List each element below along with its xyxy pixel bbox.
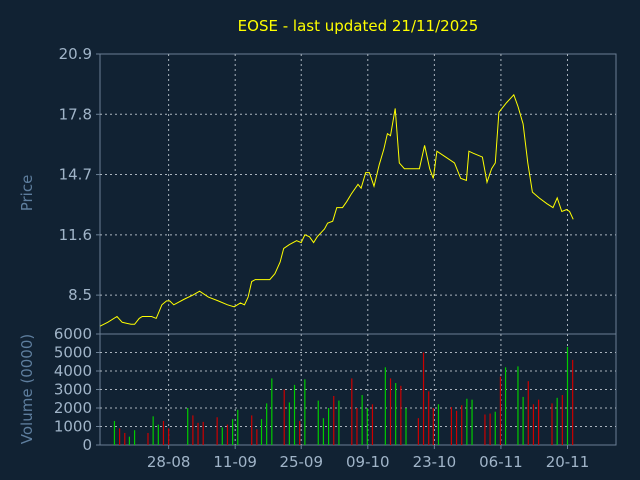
volume-tick-label: 4000 (54, 362, 92, 380)
price-panel-frame (99, 53, 617, 335)
volume-tick-label: 6000 (54, 325, 92, 343)
volume-tick-label: 1000 (54, 418, 92, 436)
volume-axis-label: Volume (0000) (18, 334, 36, 444)
price-panel: 20.9 17.8 14.7 11.6 8.5 Price (18, 45, 617, 335)
date-tick-label: 09-10 (346, 453, 390, 471)
price-grid (100, 54, 616, 334)
price-line (99, 93, 574, 327)
price-tick-label: 8.5 (68, 286, 92, 304)
chart-title: EOSE - last updated 21/11/2025 (238, 17, 479, 35)
price-tick-label: 17.8 (59, 105, 92, 123)
price-tick-label: 20.9 (59, 45, 92, 63)
date-tick-label: 11-09 (213, 453, 257, 471)
price-axis-label: Price (18, 175, 36, 212)
date-tick-label: 25-09 (279, 453, 323, 471)
date-tick-label: 20-11 (546, 453, 590, 471)
volume-tick-label: 2000 (54, 399, 92, 417)
volume-tick-label: 0 (82, 436, 92, 454)
price-tick-label: 14.7 (59, 166, 92, 184)
date-tick-label: 23-10 (413, 453, 457, 471)
volume-tick-label: 5000 (54, 344, 92, 362)
volume-tick-label: 3000 (54, 381, 92, 399)
date-tick-label: 06-11 (479, 453, 523, 471)
price-y-ticks: 20.9 17.8 14.7 11.6 8.5 (59, 45, 100, 304)
date-tick-label: 28-08 (147, 453, 191, 471)
date-x-ticks: 28-08 11-09 25-09 09-10 23-10 06-11 20-11 (147, 445, 589, 471)
volume-bars (113, 346, 574, 445)
volume-grid (100, 334, 616, 445)
price-tick-label: 11.6 (59, 226, 92, 244)
